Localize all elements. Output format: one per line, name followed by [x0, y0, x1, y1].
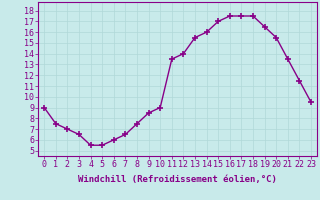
X-axis label: Windchill (Refroidissement éolien,°C): Windchill (Refroidissement éolien,°C): [78, 175, 277, 184]
